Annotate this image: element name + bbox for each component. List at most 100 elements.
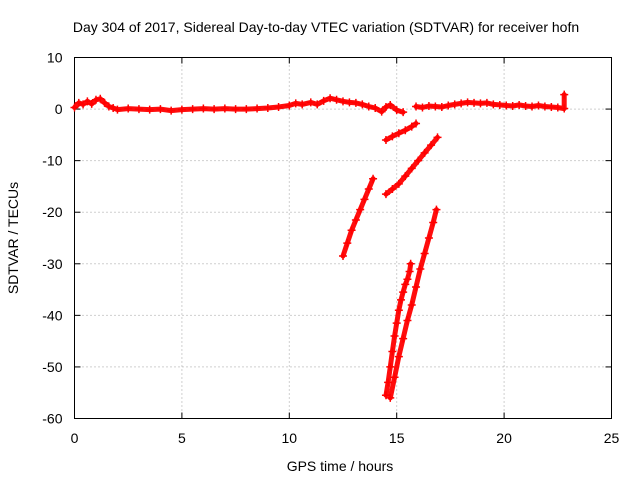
data-point [392,319,401,328]
x-tick-label: 5 [178,430,186,446]
data-point [407,164,416,173]
data-point [343,239,352,248]
data-point [401,172,410,181]
data-point [388,185,397,194]
data-point [414,156,423,165]
data-point [339,97,347,106]
data-series-6 [381,259,415,400]
data-point [156,105,165,114]
data-point [424,234,433,242]
data-series-7 [386,205,441,402]
data-point [444,101,453,110]
x-tick-label: 20 [496,430,512,446]
data-point [482,98,491,107]
data-point [427,141,436,150]
data-point [319,96,328,105]
data-point [351,215,360,224]
data-point [358,100,367,109]
data-point [364,185,373,194]
data-point [96,94,105,103]
x-axis-title: GPS time / hours [287,458,394,474]
data-point [401,280,410,289]
data-point [291,99,300,108]
data-point [145,105,154,114]
data-point [100,98,109,107]
data-point [412,102,421,111]
data-point [401,126,410,135]
data-point [405,267,414,276]
data-point [432,205,441,214]
data-point [91,95,100,104]
data-point [210,105,219,114]
data-point [109,104,118,113]
data-point [403,275,412,284]
y-tick-label: -50 [42,359,62,375]
data-point [104,102,113,111]
data-point [377,107,386,116]
data-point [381,190,390,199]
y-tick-label: -30 [42,256,62,272]
data-point [326,94,335,103]
data-point [364,102,373,111]
data-point [412,282,421,291]
x-tick-label: 25 [604,430,620,446]
y-tick-label: -10 [42,153,62,169]
data-point [515,100,524,109]
data-point [450,100,459,109]
data-point [394,306,403,315]
data-point [369,174,378,183]
data-point [332,95,341,104]
data-point [70,103,79,112]
data-point [263,104,272,113]
data-point [407,301,416,310]
data-point [418,103,427,112]
data-point [420,249,429,258]
data-point [220,104,229,113]
data-point [298,100,307,109]
data-point [124,104,133,113]
data-point [394,352,403,361]
data-point [560,104,569,113]
y-axis-title: SDTVAR / TECUs [5,182,21,294]
data-point [560,90,569,99]
data-point [388,132,397,141]
data-point [199,104,208,113]
data-series-2 [412,90,569,113]
y-tick-label: 0 [55,101,63,117]
data-point [384,378,393,387]
x-tick-label: 10 [282,430,298,446]
y-tick-label: -60 [42,411,62,427]
data-point [399,108,408,117]
x-tick-label: 15 [389,430,405,446]
data-point [231,105,240,114]
data-series-3 [339,174,378,261]
data-point [79,100,88,109]
data-point [553,103,562,112]
data-point [406,259,415,268]
data-point [394,179,403,188]
x-axis-tick-labels: 0 5 10 15 20 25 [71,430,620,446]
data-point [437,103,446,112]
data-series-1 [70,94,408,117]
data-point [285,101,294,110]
data-point [83,97,92,106]
data-point [396,295,405,304]
chart-title: Day 304 of 2017, Sidereal Day-to-day VTE… [73,19,579,35]
data-point [399,334,408,343]
data-point [113,105,122,114]
data-series-4 [381,119,421,145]
data-point [134,105,143,114]
data-point [242,105,251,114]
data-point [274,103,283,112]
data-point [386,100,395,109]
data-point [386,393,395,402]
y-axis-tick-labels: 10 0 -10 -20 -30 -40 -50 -60 [42,50,62,427]
data-point [420,148,429,157]
data-point [381,136,390,145]
y-tick-label: -20 [42,204,62,220]
y-tick-label: 10 [47,50,63,66]
data-point [416,264,425,273]
y-tick-label: -40 [42,307,62,323]
data-point [457,99,466,108]
